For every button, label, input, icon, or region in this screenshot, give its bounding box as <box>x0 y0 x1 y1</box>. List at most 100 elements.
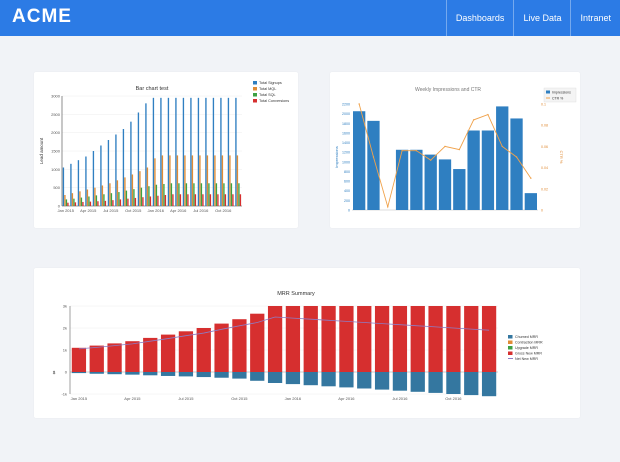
ctr-point <box>429 159 432 161</box>
bar <box>176 155 179 206</box>
y-tick-label: 1500 <box>51 149 61 154</box>
bar <box>148 186 150 206</box>
mrr-summary-chart: MRR Summary $ -1k 0 1k 2k 3k Jan 2015 Apr 2015 Ju… <box>53 291 543 401</box>
ctr-point <box>444 145 446 148</box>
legend-swatch <box>253 93 257 97</box>
bar-churned <box>196 372 211 378</box>
bar <box>94 187 96 206</box>
bar <box>395 149 409 210</box>
chart-title: Bar chart test <box>136 86 169 92</box>
bar <box>212 97 215 206</box>
bar-churned <box>446 372 461 394</box>
bar-churned <box>125 372 140 375</box>
bar-gross-new <box>196 328 211 372</box>
bar <box>101 185 104 206</box>
y2-tick-label: 0.06 <box>541 145 548 149</box>
bar-gross-new <box>107 343 122 372</box>
bar <box>187 194 189 206</box>
bar <box>73 198 75 206</box>
bar-chart-test: Bar chart test Lead amount 0 500 1000 1500 200… <box>39 81 289 213</box>
y-tick-label: 400 <box>344 189 350 193</box>
bar-gross-new <box>232 319 247 372</box>
bar-gross-new <box>464 306 479 372</box>
bar-gross-new <box>214 323 229 372</box>
x-tick-label: Jul 2015 <box>103 208 119 213</box>
bar <box>170 183 173 206</box>
bar <box>481 130 495 210</box>
bar <box>137 112 140 206</box>
y-tick-label: 2k <box>63 326 67 331</box>
nav-live-data[interactable]: Live Data <box>513 0 570 36</box>
brand-logo[interactable]: ACME <box>12 6 72 27</box>
bar <box>236 155 239 206</box>
bar <box>125 190 128 206</box>
nav-menu: Dashboards Live Data Intranet <box>445 0 620 36</box>
y2-tick-label: 0.02 <box>541 187 548 191</box>
bar <box>146 167 149 206</box>
card-bar-chart-test: Bar chart test Lead amount 0 500 1000 1500 200… <box>34 72 298 228</box>
y-tick-label: 1400 <box>342 141 350 145</box>
bar <box>131 174 134 206</box>
bar <box>190 97 192 206</box>
bar <box>223 183 225 206</box>
bar <box>77 160 80 206</box>
bar <box>103 194 105 206</box>
bar-gross-new <box>267 306 283 372</box>
bar-churned <box>232 372 247 379</box>
bar <box>88 196 90 206</box>
bar <box>155 184 158 206</box>
bar <box>97 201 99 206</box>
legend-swatch <box>508 340 513 344</box>
bar <box>224 194 227 206</box>
nav-intranet[interactable]: Intranet <box>570 0 620 36</box>
y-tick-label: 2200 <box>342 103 350 107</box>
bar <box>208 183 210 206</box>
bar-churned <box>357 372 372 389</box>
bar <box>235 97 237 206</box>
bar <box>140 187 143 206</box>
bar <box>167 97 170 206</box>
x-tick-label: Apr 2016 <box>170 208 187 213</box>
bar <box>239 194 242 206</box>
bar <box>197 97 200 206</box>
bar-gross-new <box>321 306 336 372</box>
bar-gross-new <box>89 345 104 372</box>
bar-gross-new <box>160 334 176 372</box>
y-tick-label: 1200 <box>342 151 350 155</box>
bar <box>184 155 186 206</box>
bar-churned <box>410 372 425 392</box>
bar-gross-new <box>339 306 354 372</box>
bar-churned <box>339 372 354 388</box>
bar <box>154 158 156 206</box>
y-tick-label: 1800 <box>342 122 350 126</box>
bar <box>160 97 162 206</box>
bar <box>169 155 171 206</box>
bar <box>424 154 437 210</box>
bar-gross-new <box>178 331 194 372</box>
bar-churned <box>392 372 408 391</box>
y2-axis-label: CTR % <box>559 151 564 164</box>
x-tick-label: Oct 2015 <box>125 208 142 213</box>
y-tick-label: 800 <box>344 170 350 174</box>
x-tick-label: Apr 2015 <box>80 208 97 213</box>
weekly-impressions-chart: Weekly Impressions and CTR Impressions CTR… <box>334 87 577 213</box>
ctr-point <box>472 119 475 121</box>
bar <box>64 195 66 206</box>
bar <box>453 169 466 210</box>
x-tick-label: Jul 2016 <box>193 208 209 213</box>
bar-churned <box>464 372 479 396</box>
y-tick-label: 2000 <box>51 130 61 135</box>
legend-swatch <box>508 346 513 350</box>
bar-churned <box>178 372 194 377</box>
bar-gross-new <box>374 306 390 372</box>
nav-dashboards[interactable]: Dashboards <box>445 0 514 36</box>
bar-churned <box>250 372 265 381</box>
bar <box>161 155 164 206</box>
x-tick-label: Oct 2016 <box>215 208 232 213</box>
x-tick-label: Jan 2015 <box>71 396 88 401</box>
y-axis-label: $ <box>53 370 56 375</box>
x-tick-label: Jan 2015 <box>58 208 75 213</box>
bar <box>122 129 125 206</box>
bar <box>194 194 197 206</box>
bar <box>209 194 212 206</box>
